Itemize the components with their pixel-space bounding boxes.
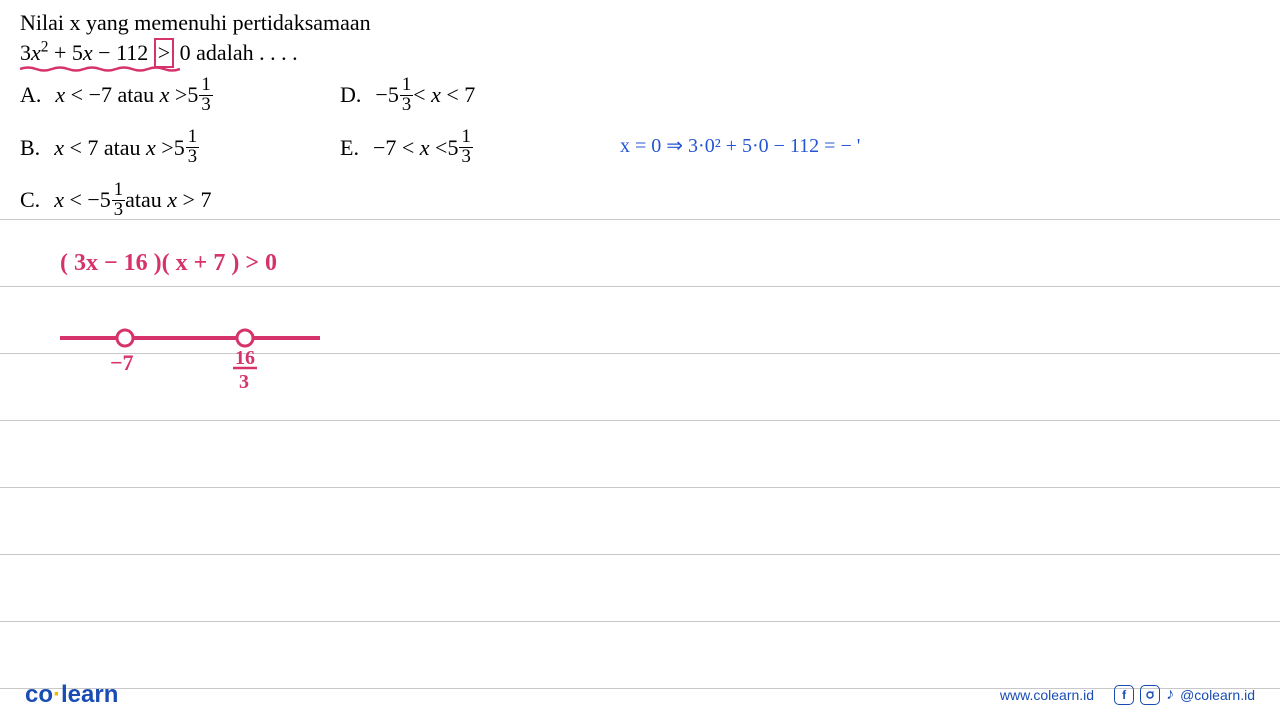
ruled-background <box>0 153 1280 670</box>
number-line-right-den: 3 <box>239 371 249 393</box>
colearn-logo: co·learn <box>25 681 118 709</box>
footer-bar: co·learn www.colearn.id f ♪ @colearn.id <box>0 670 1280 720</box>
option-a: A. x < −7 atau x > 513 <box>20 76 310 114</box>
social-icons: f ♪ @colearn.id <box>1114 685 1255 705</box>
handwritten-blue-calc: x = 0 ⇒ 3·0² + 5·0 − 112 = − ' <box>620 133 860 158</box>
option-d: D. − 513 < x < 7 <box>340 76 590 114</box>
footer-handle: @colearn.id <box>1180 687 1255 703</box>
instagram-icon <box>1140 685 1160 705</box>
facebook-icon: f <box>1114 685 1134 705</box>
footer-url: www.colearn.id <box>1000 687 1094 703</box>
tiktok-icon: ♪ <box>1166 686 1174 704</box>
options-row-1: A. x < −7 atau x > 513 D. − 513 < x < 7 <box>20 76 1260 124</box>
number-line-diagram: −7 16 3 <box>55 318 335 403</box>
underline-squiggle <box>20 66 180 72</box>
number-line-left-label: −7 <box>110 350 134 375</box>
number-line-right-num: 16 <box>235 347 255 369</box>
question-text-line2: 3x2 + 5x − 112 > 0 adalah . . . . <box>20 38 1260 68</box>
handwritten-factored: ( 3x − 16 )( x + 7 ) > 0 <box>60 250 277 277</box>
highlighted-operator: > <box>154 38 174 68</box>
question-text-line1: Nilai x yang memenuhi pertidaksamaan <box>20 10 1260 36</box>
